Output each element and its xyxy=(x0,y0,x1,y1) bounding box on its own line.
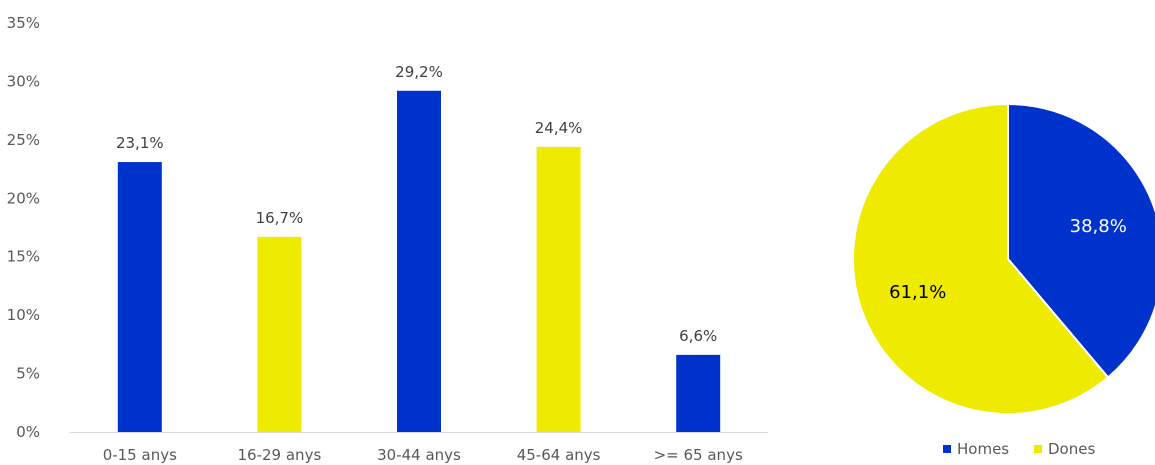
y-tick-label: 30% xyxy=(7,72,40,90)
x-category-label: >= 65 anys xyxy=(654,446,743,464)
bar-1 xyxy=(117,162,162,432)
y-tick-label: 10% xyxy=(7,306,40,324)
legend-label-homes: Homes xyxy=(957,440,1009,458)
pie-slice-dones xyxy=(852,103,1110,415)
y-tick-label: 0% xyxy=(16,423,40,441)
y-tick-label: 5% xyxy=(16,365,40,383)
legend-swatch-homes xyxy=(943,445,951,453)
y-tick-label: 20% xyxy=(7,189,40,207)
legend-swatch-dones xyxy=(1034,445,1042,453)
y-tick-label: 35% xyxy=(7,14,40,32)
pie-chart: 38,8% 61,1% Homes Dones xyxy=(852,103,1155,458)
bar-value-label: 23,1% xyxy=(116,134,164,152)
bar-chart: 0% 5% 10% 15% 20% 25% 30% 35% 23,1% 0-15 anys 16,7… xyxy=(7,14,768,464)
pie-slice-label: 61,1% xyxy=(889,282,946,303)
x-category-label: 45-64 anys xyxy=(517,446,601,464)
pie-slice-homes xyxy=(1007,103,1155,379)
pie-slice-label: 38,8% xyxy=(1070,216,1127,237)
bar-value-label: 16,7% xyxy=(256,209,304,227)
bar-3 xyxy=(397,90,441,432)
bar-4 xyxy=(536,146,581,432)
y-tick-label: 15% xyxy=(7,248,40,266)
bar-2 xyxy=(257,236,302,432)
bar-value-label: 29,2% xyxy=(395,63,443,81)
y-tick-label: 25% xyxy=(7,131,40,149)
legend-label-dones: Dones xyxy=(1048,440,1095,458)
x-category-label: 30-44 anys xyxy=(377,446,461,464)
x-category-label: 0-15 anys xyxy=(103,446,177,464)
bar-5 xyxy=(676,354,721,432)
bar-value-label: 24,4% xyxy=(535,119,583,137)
x-category-label: 16-29 anys xyxy=(238,446,322,464)
bar-value-label: 6,6% xyxy=(679,327,717,345)
